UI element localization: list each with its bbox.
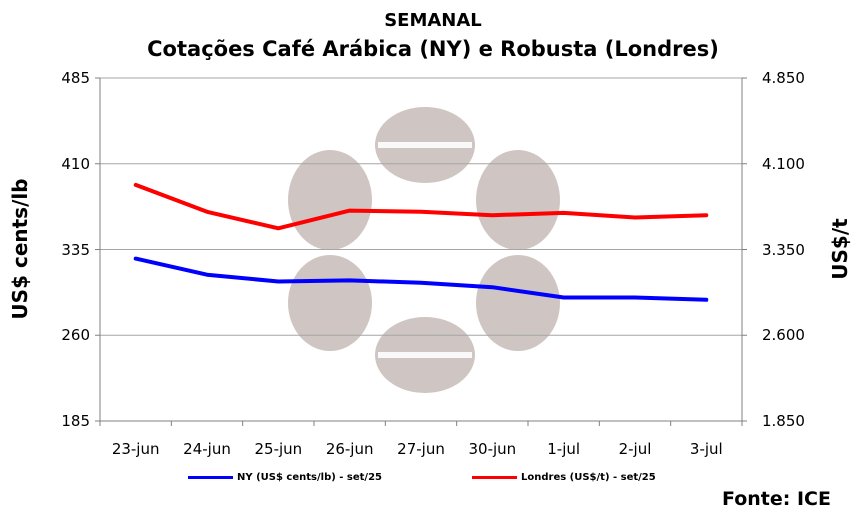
series-line-londres [133,182,709,231]
x-tick-label: 24-jun [183,440,231,458]
x-tick-label: 23-jun [111,440,160,458]
x-tick-marks [99,421,743,426]
plot-frame [95,77,747,422]
legend-swatch-londres [472,475,517,479]
watermark-bean-lower-right [476,255,560,351]
x-tick-label: 25-jun [254,440,303,458]
watermark-bean-upper-left [288,150,372,250]
y-tick-label-left: 335 [61,240,90,259]
x-tick-label: 30-jun [468,440,517,458]
chart-title: SEMANAL [384,10,482,31]
legend-item-ny: NY (US$ cents/lb) - set/25 [188,472,382,483]
y-tick-label-right: 3.350 [762,240,805,259]
x-tick-label: 1-jul [547,440,581,458]
y-tick-label-right: 4.850 [762,69,805,87]
x-tick-label: 27-jun [397,440,445,458]
x-tick-label: 2-jul [618,440,652,458]
series-line-ny [133,256,709,302]
y-tick-label-left: 260 [61,326,90,345]
y-tick-label-left: 185 [61,412,90,430]
coffee-beans-watermark [288,107,560,393]
series-lines [133,182,709,302]
y-tick-label-left: 410 [61,154,90,173]
y-tick-label-right: 1.850 [762,412,805,430]
legend-swatch-ny [188,475,233,479]
source-note: Fonte: ICE [722,488,831,510]
x-tick-label: 3-jul [689,440,723,458]
chart-subtitle: Cotações Café Arábica (NY) e Robusta (Lo… [147,37,719,61]
x-tick-label: 26-jun [325,440,374,458]
legend-label-londres: Londres (US$/t) - set/25 [521,472,656,483]
y-tick-label-left: 485 [61,69,90,87]
legend-label-ny: NY (US$ cents/lb) - set/25 [237,472,382,483]
y-tick-label-right: 2.600 [762,326,805,345]
y-tick-label-right: 4.100 [762,154,805,173]
legend-item-londres: Londres (US$/t) - set/25 [472,472,656,483]
watermark-bean-lower-left [288,255,372,351]
watermark-bean-upper-right [476,150,560,250]
